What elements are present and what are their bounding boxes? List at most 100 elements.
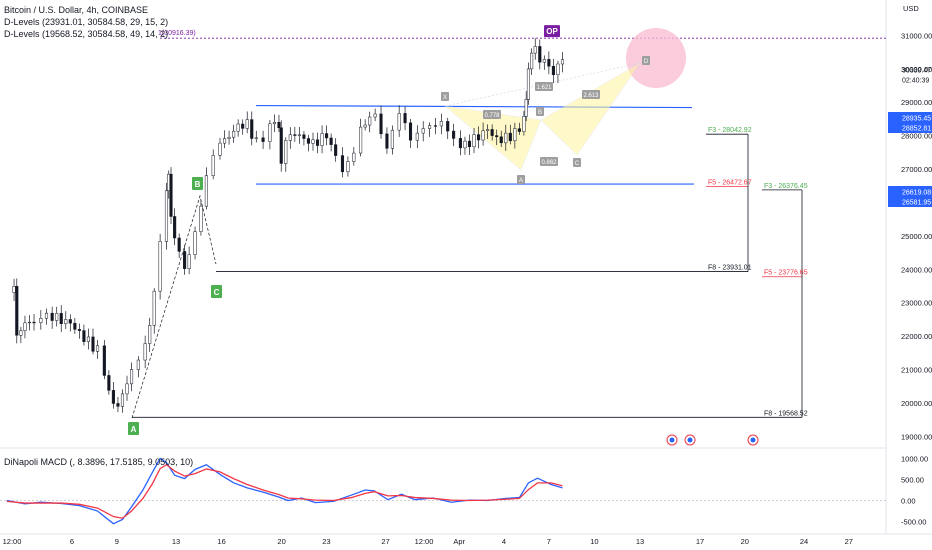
y-tick-label: 24000.00: [901, 265, 932, 274]
candle-body: [12, 286, 16, 293]
candle-body: [136, 359, 140, 370]
candle-body: [560, 59, 565, 65]
candle-body: [551, 66, 555, 75]
candle-body: [129, 369, 134, 385]
candle-body: [222, 138, 227, 144]
candle-body: [463, 140, 467, 149]
candle-body: [428, 125, 432, 129]
candle-body: [513, 128, 517, 142]
candle-body: [472, 134, 476, 148]
candle-body: [250, 119, 254, 139]
candle-body: [368, 116, 372, 126]
candle-body: [236, 123, 240, 132]
macd-tick-label: -500.00: [901, 518, 926, 527]
x-tick-label: 13: [636, 537, 644, 546]
op-badge-label: OP: [546, 27, 558, 36]
op-badge: [544, 25, 560, 38]
candle-body: [325, 133, 329, 139]
x-tick-label: 27: [381, 537, 389, 546]
legend-dlevels-1[interactable]: D-Levels (23931.01, 30584.58, 29, 15, 2): [4, 17, 169, 27]
candle-body: [91, 336, 95, 352]
candle-body: [173, 216, 177, 239]
candle-body: [39, 317, 43, 323]
candle-body: [183, 251, 187, 269]
price-tag-bg: [888, 122, 932, 133]
x-tick-label: 20: [277, 537, 285, 546]
currency-label: USD: [903, 4, 919, 13]
us-flag-event-icon-inner: [669, 437, 675, 443]
x-tick-label: 12:00: [3, 537, 22, 546]
harmonic-point-label: C: [575, 161, 580, 167]
candle-body: [152, 290, 156, 326]
y-tick-label: 21000.00: [901, 365, 932, 374]
y-tick-label: 28000.00: [901, 132, 932, 141]
candle-body: [385, 133, 389, 149]
candle-body: [490, 129, 494, 136]
op-level-label: 1(30916.39): [158, 30, 196, 37]
candle-body: [64, 319, 68, 325]
candle-body: [311, 139, 315, 144]
x-tick-label: 17: [696, 537, 704, 546]
candle-body: [458, 138, 462, 149]
candle-body: [526, 68, 531, 100]
candle-body: [199, 205, 203, 232]
macd-tick-label: 500.00: [901, 475, 924, 484]
ratio-label: 1.621: [536, 85, 552, 91]
candle-body: [439, 121, 443, 127]
abc-point-label: C: [214, 288, 220, 297]
dlevel1-f5-label: F5 - 26472.67: [708, 180, 752, 187]
candle-body: [547, 59, 551, 67]
candle-body: [68, 319, 72, 324]
x-tick-label: 20: [741, 537, 749, 546]
legend-symbol[interactable]: Bitcoin / U.S. Dollar, 4h, COINBASE: [4, 5, 149, 15]
candle-body: [315, 139, 320, 146]
candle-body: [542, 59, 546, 63]
x-tick-label: 23: [322, 537, 330, 546]
candle-body: [486, 129, 490, 131]
ratio-badge: [582, 90, 600, 99]
candle-body: [27, 321, 32, 324]
candle-body: [204, 175, 208, 207]
candle-body: [352, 152, 356, 162]
candle-body: [284, 140, 288, 164]
candle-body: [187, 254, 191, 269]
dlevel2-f5-label: F5 - 23776.65: [764, 270, 808, 277]
candle-body: [241, 123, 245, 129]
candle-body: [433, 125, 438, 127]
candle-body: [530, 52, 534, 70]
abc-point-badge: [211, 285, 222, 298]
candle-body: [50, 312, 54, 321]
candle-body: [408, 122, 413, 141]
candle-body: [261, 137, 265, 142]
x-tick-label: 4: [502, 537, 506, 546]
candle-body: [477, 134, 481, 141]
candle-body: [467, 140, 472, 148]
candle-body: [320, 133, 324, 146]
candle-body: [359, 126, 363, 154]
macd-legend[interactable]: DiNapoli MACD (, 8.3896, 17.5185, 9.0503…: [4, 457, 194, 467]
y-tick-label: 23000.00: [901, 299, 932, 308]
candle-body: [508, 132, 512, 142]
harmonic-point-label: D: [644, 59, 649, 65]
candle-body: [415, 132, 419, 141]
candle-body: [19, 330, 23, 336]
chart-legend: Bitcoin / U.S. Dollar, 4h, COINBASE D-Le…: [4, 4, 168, 40]
legend-dlevels-2[interactable]: D-Levels (19568.52, 30584.58, 49, 14, 2): [4, 29, 169, 39]
range-top-line: [255, 104, 693, 109]
candle-body: [446, 121, 450, 132]
us-flag-event-icon-inner: [687, 437, 693, 443]
candle-body: [82, 330, 86, 342]
y-tick-label: 25000.00: [901, 232, 932, 241]
x-tick-label: 13: [172, 537, 180, 546]
candle-body: [23, 322, 27, 331]
x-tick-label: 10: [590, 537, 598, 546]
candle-body: [211, 155, 215, 176]
y-tick-label: 30000.00: [901, 65, 932, 74]
candle-body: [95, 345, 100, 352]
y-tick-label: 19000.00: [901, 432, 932, 441]
candle-body: [245, 119, 249, 129]
price-tag-d: 26581.95: [902, 200, 931, 207]
y-tick-label: 27000.00: [901, 165, 932, 174]
candle-body: [522, 116, 526, 132]
